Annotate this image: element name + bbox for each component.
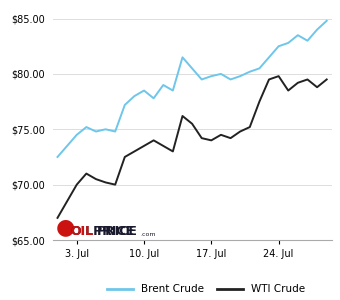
Legend: Brent Crude, WTI Crude: Brent Crude, WTI Crude (103, 280, 309, 298)
Text: OILPRICE: OILPRICE (71, 225, 135, 238)
Text: PRICE: PRICE (97, 225, 138, 238)
Text: ●: ● (55, 218, 75, 238)
Text: OIL: OIL (71, 225, 94, 238)
Text: .com: .com (140, 232, 156, 236)
